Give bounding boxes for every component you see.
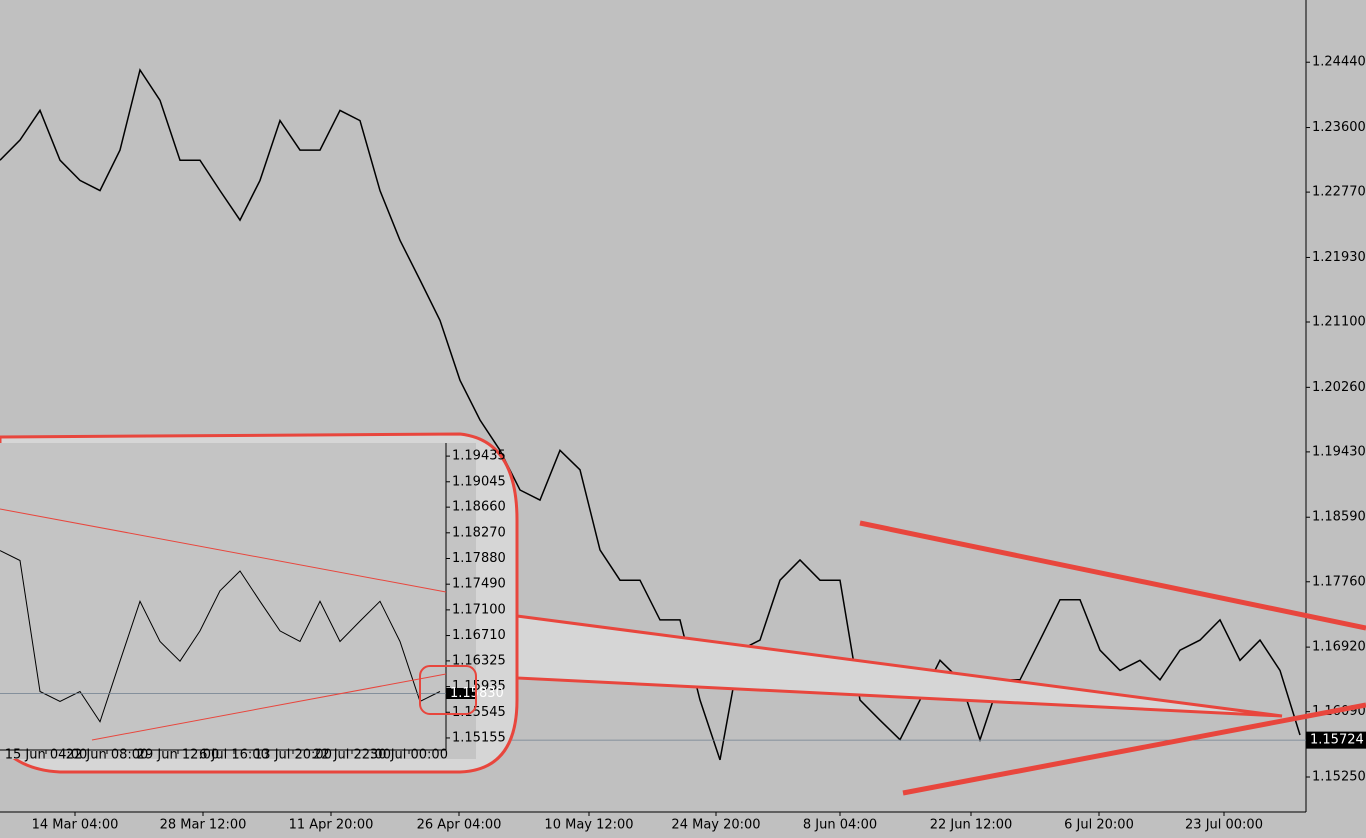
- inset-panel: [0, 443, 476, 759]
- trend-line: [91, 673, 447, 741]
- annotations: [0, 432, 1366, 796]
- x-tick-label: 22 Jun 08:00: [66, 748, 149, 763]
- y-tick-label: 1.17880: [452, 551, 506, 566]
- x-tick-label: 29 Jun 12:00: [137, 748, 220, 763]
- last-price-box: [1306, 731, 1366, 749]
- y-tick-label: 1.16325: [452, 653, 506, 668]
- y-tick-label: 1.17490: [452, 577, 506, 592]
- y-tick-label: 1.17760: [1312, 574, 1366, 589]
- x-tick-label: 11 Apr 20:00: [289, 818, 374, 833]
- last-price-label: 1.15724: [1310, 733, 1364, 748]
- x-tick-label: 13 Jul 20:00: [254, 748, 332, 763]
- y-tick-label: 1.17100: [452, 602, 506, 617]
- x-tick-label: 14 Mar 04:00: [32, 818, 119, 833]
- x-tick-label: 15 Jun 04:00: [5, 748, 88, 763]
- y-tick-label: 1.19045: [452, 474, 506, 489]
- y-tick-label: 1.22770: [1312, 185, 1366, 200]
- x-tick-label: 26 Apr 04:00: [417, 818, 502, 833]
- y-tick-label: 1.23600: [1312, 120, 1366, 135]
- y-tick-label: 1.20260: [1312, 380, 1366, 395]
- x-tick-label: 6 Jul 20:00: [1064, 818, 1134, 833]
- y-tick-label: 1.15545: [452, 705, 506, 720]
- x-tick-label: 10 May 12:00: [544, 818, 633, 833]
- y-tick-label: 1.15250: [1312, 770, 1366, 785]
- inset-annotations: [0, 508, 477, 741]
- y-tick-label: 1.21100: [1312, 315, 1366, 330]
- trend-line: [902, 702, 1366, 796]
- x-tick-label: 6 Jul 16:00: [199, 748, 269, 763]
- x-tick-label: 30 Jul 00:00: [370, 748, 448, 763]
- highlight: [419, 665, 477, 715]
- y-tick-label: 1.19435: [452, 449, 506, 464]
- y-tick-label: 1.21930: [1312, 250, 1366, 265]
- trend-line: [0, 508, 447, 593]
- x-tick-label: 22 Jul 22:00: [313, 748, 391, 763]
- x-tick-label: 8 Jun 04:00: [803, 818, 877, 833]
- y-tick-label: 1.15155: [452, 730, 506, 745]
- x-tick-label: 23 Jul 00:00: [1185, 818, 1263, 833]
- y-tick-label: 1.18590: [1312, 510, 1366, 525]
- last-price-box: [446, 687, 475, 699]
- trend-line: [859, 520, 1366, 631]
- price-line: [0, 550, 441, 723]
- x-tick-label: 28 Mar 12:00: [160, 818, 247, 833]
- y-tick-label: 1.16920: [1312, 640, 1366, 655]
- y-tick-label: 1.18660: [452, 500, 506, 515]
- price-line: [0, 68, 1301, 761]
- x-tick-label: 24 May 20:00: [671, 818, 760, 833]
- y-tick-label: 1.16710: [452, 628, 506, 643]
- y-tick-label: 1.24440: [1312, 55, 1366, 70]
- y-tick-label: 1.19430: [1312, 444, 1366, 459]
- y-tick-label: 1.18270: [452, 525, 506, 540]
- x-tick-label: 22 Jun 12:00: [930, 818, 1013, 833]
